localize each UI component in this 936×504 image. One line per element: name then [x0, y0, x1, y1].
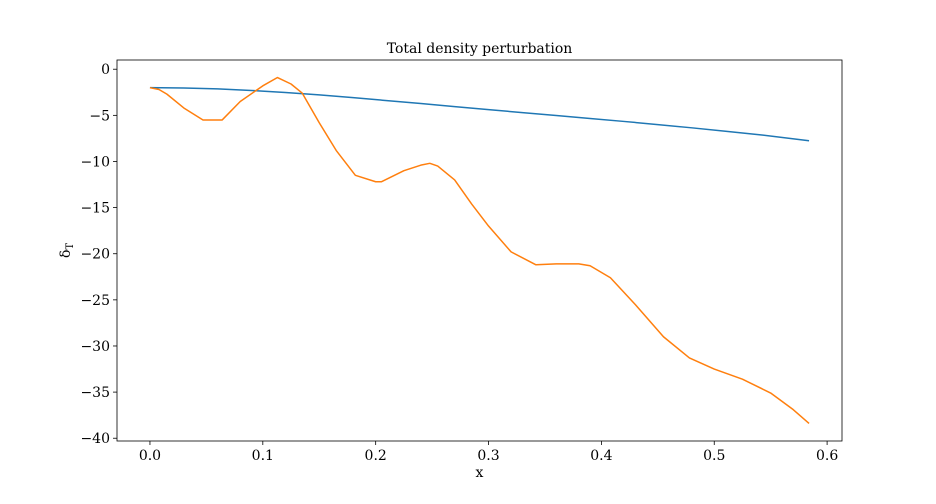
- y-tick-label: −35: [80, 385, 110, 401]
- y-tick-label: −15: [80, 201, 110, 217]
- x-axis-label: x: [476, 465, 484, 481]
- y-tick-label: −30: [80, 339, 110, 355]
- y-tick-label: −10: [80, 154, 110, 170]
- y-tick-label: 0: [101, 62, 110, 78]
- y-tick-label: −5: [89, 108, 110, 124]
- y-tick-label: −25: [80, 293, 110, 309]
- y-tick-label: −20: [80, 247, 110, 263]
- x-tick-label: 0.5: [703, 448, 725, 464]
- x-tick-label: 0.4: [590, 448, 612, 464]
- series-layer: [149, 76, 810, 425]
- y-axis-label: δT: [58, 243, 76, 258]
- chart-title: Total density perturbation: [387, 41, 573, 57]
- x-axis-ticks: 0.0 0.1 0.2 0.3 0.4 0.5 0.6: [139, 441, 838, 464]
- y-axis-label-subscript: T: [65, 243, 76, 250]
- x-tick-label: 0.1: [252, 448, 274, 464]
- y-axis-label-symbol: δ: [58, 250, 74, 258]
- y-axis-ticks: 0 −5 −10 −15 −20 −25 −30 −35 −40: [80, 62, 117, 447]
- x-tick-label: 0.3: [477, 448, 499, 464]
- plot-frame: [116, 59, 843, 442]
- series-line-2: [149, 76, 810, 425]
- x-tick-label: 0.0: [139, 448, 161, 464]
- x-tick-label: 0.2: [365, 448, 387, 464]
- x-tick-label: 0.6: [816, 448, 838, 464]
- plot-background: [117, 60, 842, 441]
- series-line-1: [149, 86, 810, 142]
- y-tick-label: −40: [80, 431, 110, 447]
